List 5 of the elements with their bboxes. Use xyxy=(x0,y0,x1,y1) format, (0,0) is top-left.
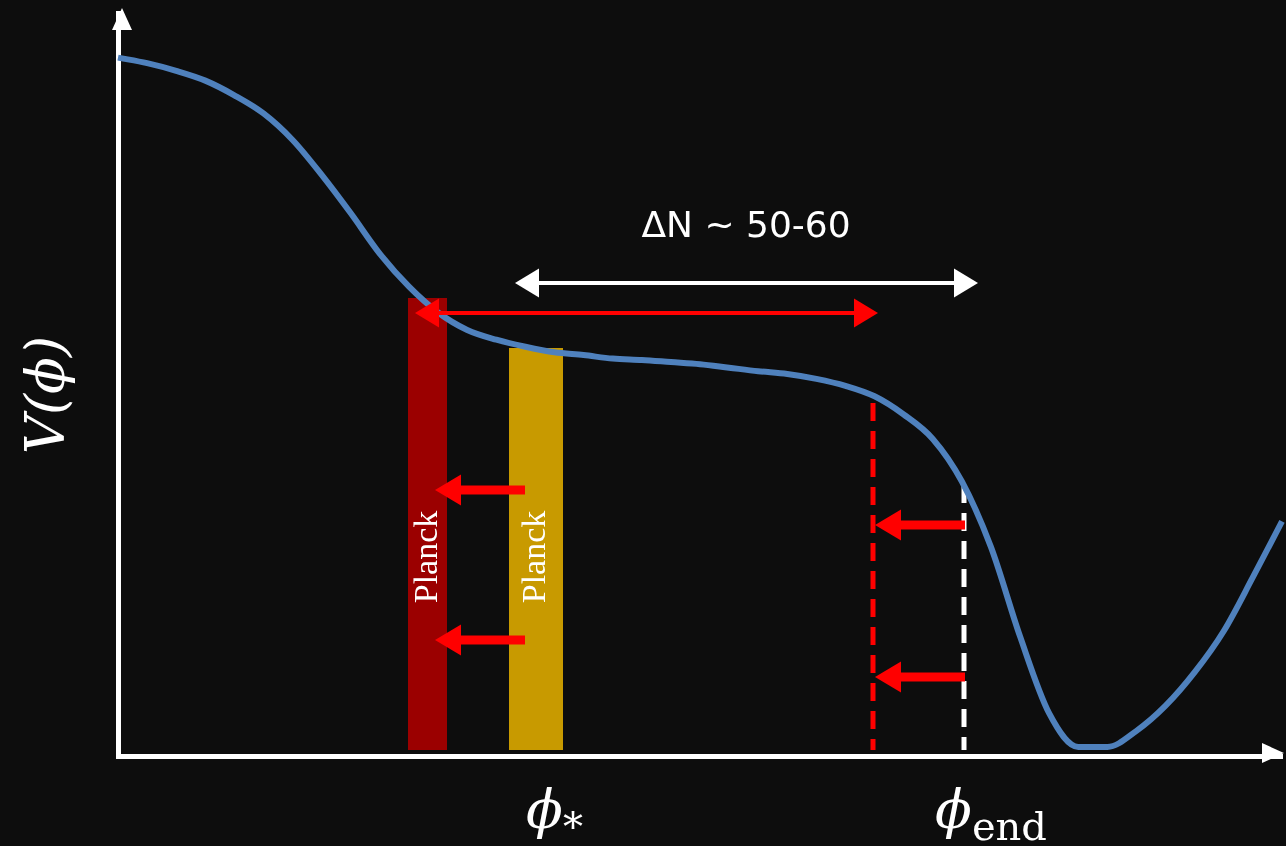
annotation: Planck xyxy=(514,510,552,604)
y-axis-title: V(ϕ) xyxy=(14,336,78,454)
x-tick-label: ϕ* xyxy=(526,778,583,846)
annotation: Planck xyxy=(406,510,444,604)
annotation: ΔN ~ 50-60 xyxy=(641,204,851,246)
